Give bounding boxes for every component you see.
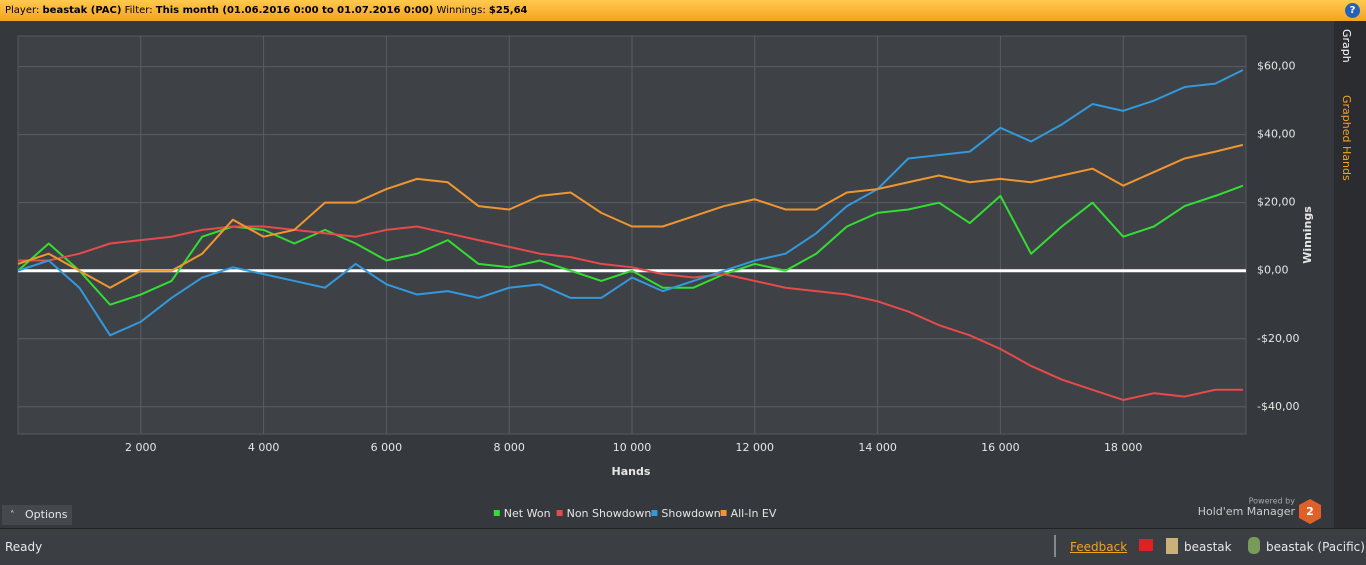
y-tick-label: $0,00 bbox=[1257, 264, 1289, 277]
y-tick-label: $40,00 bbox=[1257, 128, 1296, 141]
flag-icon bbox=[1139, 539, 1153, 551]
feedback-link[interactable]: Feedback bbox=[1070, 540, 1128, 554]
logo-version: 2 bbox=[1306, 505, 1314, 518]
tab-graph[interactable]: Graph bbox=[1340, 29, 1353, 63]
player-label: Player: bbox=[5, 5, 40, 16]
product-name: Hold'em Manager bbox=[1198, 505, 1296, 518]
y-tick-label: -$40,00 bbox=[1257, 400, 1299, 413]
side-tabs: Graph Graphed Hands bbox=[1334, 21, 1366, 528]
options-button[interactable] bbox=[2, 505, 72, 525]
winnings-label: Winnings: bbox=[436, 5, 486, 16]
logo bbox=[1299, 499, 1321, 524]
legend-swatch bbox=[493, 510, 500, 516]
powered-by: Powered by bbox=[1249, 497, 1296, 506]
user-icon bbox=[1166, 538, 1178, 554]
legend-label: Net Won bbox=[504, 507, 551, 520]
user-site[interactable]: beastak (Pacific) bbox=[1266, 540, 1365, 554]
legend-label: All-In EV bbox=[731, 507, 777, 520]
x-tick-label: 12 000 bbox=[736, 441, 775, 454]
y-tick-label: -$20,00 bbox=[1257, 332, 1299, 345]
legend-label: Non Showdown bbox=[567, 507, 652, 520]
status-bar: Ready Feedback beastak beastak (Pacific) bbox=[0, 528, 1366, 565]
legend-swatch bbox=[720, 510, 727, 516]
x-tick-label: 2 000 bbox=[125, 441, 157, 454]
chart: Hands Winnings ˄ Options Powered by Hold… bbox=[0, 21, 1334, 528]
y-axis-title: Winnings bbox=[1301, 206, 1314, 264]
user[interactable]: beastak bbox=[1184, 540, 1232, 554]
x-tick-label: 4 000 bbox=[248, 441, 280, 454]
x-tick-label: 14 000 bbox=[858, 441, 897, 454]
avatar-icon bbox=[1248, 537, 1260, 554]
legend-swatch bbox=[556, 510, 563, 516]
player: beastak (PAC) bbox=[42, 5, 122, 16]
help-button[interactable]: ? bbox=[1345, 3, 1360, 18]
x-tick-label: 16 000 bbox=[981, 441, 1020, 454]
filter: This month (01.06.2016 0:00 to 01.07.201… bbox=[155, 5, 434, 16]
status-text: Ready bbox=[5, 540, 43, 554]
series-line bbox=[17, 69, 1244, 337]
x-tick-label: 10 000 bbox=[613, 441, 652, 454]
winnings: $25,64 bbox=[488, 5, 528, 16]
legend-swatch bbox=[651, 510, 658, 516]
filter-label: Filter: bbox=[124, 5, 153, 16]
separator bbox=[1054, 535, 1056, 557]
x-tick-label: 18 000 bbox=[1104, 441, 1143, 454]
y-tick-label: $20,00 bbox=[1257, 196, 1296, 209]
header-bar: Player: beastak (PAC) Filter: This month… bbox=[0, 0, 1366, 21]
options-label[interactable]: Options bbox=[25, 508, 68, 521]
legend-label: Showdown bbox=[661, 507, 720, 520]
series-line bbox=[17, 143, 1244, 289]
y-tick-label: $60,00 bbox=[1257, 60, 1296, 73]
tab-graphed-hands[interactable]: Graphed Hands bbox=[1340, 95, 1353, 181]
x-tick-label: 8 000 bbox=[493, 441, 525, 454]
options-caret: ˄ bbox=[10, 511, 15, 521]
series-line bbox=[18, 225, 1243, 401]
x-axis-title: Hands bbox=[612, 465, 651, 478]
x-tick-label: 6 000 bbox=[371, 441, 403, 454]
